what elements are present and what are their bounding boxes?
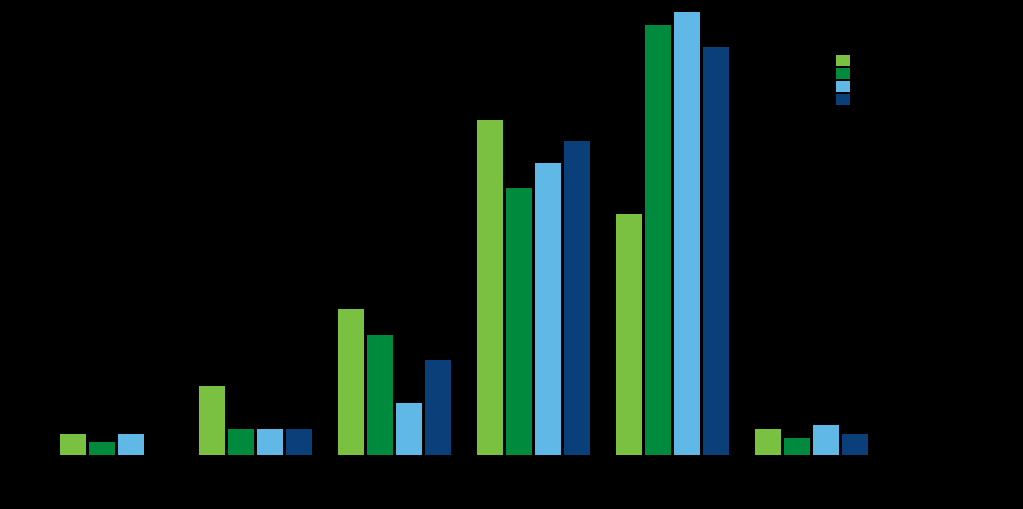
bar-g0-s1 [89,442,115,455]
grouped-bar-chart [0,0,1023,509]
bar-g5-s3 [842,434,868,456]
bar-g2-s3 [425,360,451,455]
plot-area [60,25,830,455]
bar-g3-s3 [564,141,590,455]
bar-g0-s2 [118,434,144,456]
bar-g4-s0 [616,214,642,455]
bar-g2-s0 [338,309,364,455]
bar-g4-s3 [703,47,729,456]
bar-g4-s2 [674,12,700,455]
bar-g1-s2 [257,429,283,455]
bar-g1-s0 [199,386,225,455]
legend-swatch-2 [836,81,850,92]
bar-g5-s1 [784,438,810,455]
bar-g3-s1 [506,188,532,455]
legend-swatch-1 [836,68,850,79]
bar-g2-s1 [367,335,393,455]
legend-swatch-0 [836,55,850,66]
bar-g5-s2 [813,425,839,455]
bar-g4-s1 [645,25,671,455]
bar-g1-s1 [228,429,254,455]
bar-g2-s2 [396,403,422,455]
bar-g5-s0 [755,429,781,455]
bar-g0-s0 [60,434,86,456]
bar-g3-s0 [477,120,503,455]
legend-swatch-3 [836,94,850,105]
bar-g1-s3 [286,429,312,455]
bar-g3-s2 [535,163,561,455]
